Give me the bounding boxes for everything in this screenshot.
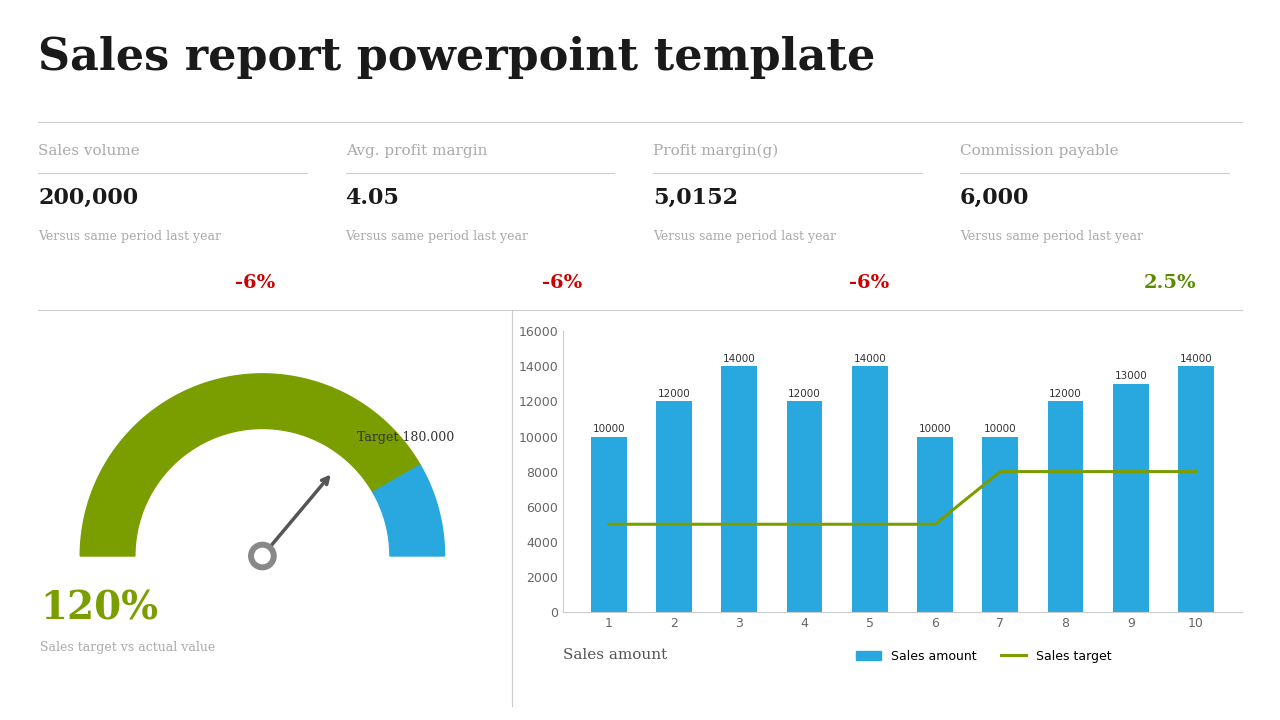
Text: 200,000: 200,000 [38, 187, 138, 210]
Polygon shape [372, 465, 444, 556]
Bar [722, 366, 758, 612]
Text: 14000: 14000 [854, 354, 886, 364]
Bar [1047, 401, 1083, 612]
Text: 6,000: 6,000 [960, 187, 1029, 210]
Text: 13000: 13000 [1115, 372, 1147, 381]
Text: 14000: 14000 [723, 354, 755, 364]
Text: Sales target vs actual value: Sales target vs actual value [40, 641, 215, 654]
Text: Avg. profit margin: Avg. profit margin [346, 144, 486, 158]
Bar [982, 436, 1018, 612]
Text: 10000: 10000 [919, 424, 951, 434]
Circle shape [248, 542, 276, 570]
Text: -6%: -6% [234, 274, 275, 292]
Text: 10000: 10000 [984, 424, 1016, 434]
Text: Target 180.000: Target 180.000 [357, 431, 454, 444]
Bar [1178, 366, 1213, 612]
Bar [1112, 384, 1148, 612]
Text: Profit margin(g): Profit margin(g) [653, 144, 778, 158]
Bar [852, 366, 888, 612]
Text: Sales amount: Sales amount [563, 648, 667, 662]
Text: 12000: 12000 [658, 389, 690, 399]
Text: 12000: 12000 [1050, 389, 1082, 399]
Text: 2.5%: 2.5% [1144, 274, 1197, 292]
Text: -6%: -6% [849, 274, 890, 292]
Text: Commission payable: Commission payable [960, 144, 1119, 158]
Text: Versus same period last year: Versus same period last year [346, 230, 529, 243]
Text: Versus same period last year: Versus same period last year [960, 230, 1143, 243]
Text: Versus same period last year: Versus same period last year [653, 230, 836, 243]
Bar [787, 401, 823, 612]
Text: 120%: 120% [40, 590, 159, 628]
Polygon shape [81, 374, 420, 556]
Circle shape [255, 549, 270, 564]
Text: 5,0152: 5,0152 [653, 187, 739, 210]
Text: 4.05: 4.05 [346, 187, 399, 210]
Bar [591, 436, 627, 612]
Text: 10000: 10000 [593, 424, 625, 434]
Text: 14000: 14000 [1180, 354, 1212, 364]
Text: Sales volume: Sales volume [38, 144, 140, 158]
Text: 12000: 12000 [788, 389, 820, 399]
Bar [916, 436, 952, 612]
Bar [657, 401, 692, 612]
Text: Versus same period last year: Versus same period last year [38, 230, 221, 243]
Legend: Sales amount, Sales target: Sales amount, Sales target [851, 644, 1117, 667]
Text: Sales report powerpoint template: Sales report powerpoint template [38, 36, 876, 79]
Text: -6%: -6% [541, 274, 582, 292]
